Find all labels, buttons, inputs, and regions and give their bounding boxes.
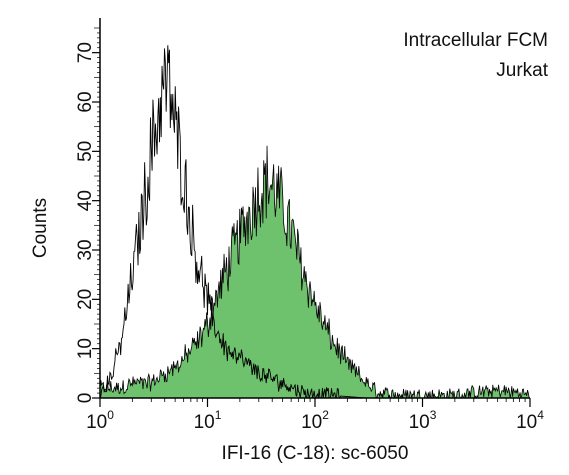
- x-ticks: 100 101 102 103 104: [86, 398, 544, 433]
- y-ticks: 0 10 20 30 40 50 60 70: [75, 27, 100, 404]
- x-tick-label: 102: [301, 408, 329, 433]
- y-tick-label: 50: [75, 141, 96, 162]
- y-tick-label: 70: [75, 42, 96, 63]
- y-tick-label: 40: [75, 190, 96, 211]
- series-layer: [99, 45, 530, 400]
- y-tick-label: 30: [75, 239, 96, 260]
- y-tick-label: 10: [75, 338, 96, 359]
- annotation-line-1: Intracellular FCM: [403, 30, 548, 51]
- x-tick-label: 101: [194, 408, 222, 433]
- y-tick-label: 20: [75, 289, 96, 310]
- filled-histogram: [99, 145, 530, 400]
- annotation-line-2: Jurkat: [496, 60, 548, 81]
- x-tick-label: 100: [86, 408, 114, 433]
- x-tick-label: 104: [516, 408, 544, 433]
- y-tick-label: 0: [75, 393, 96, 404]
- y-tick-label: 60: [75, 91, 96, 112]
- y-axis-label: Counts: [30, 198, 51, 258]
- x-axis-label: IFI-16 (C-18): sc-6050: [222, 443, 409, 464]
- x-tick-label: 103: [409, 408, 437, 433]
